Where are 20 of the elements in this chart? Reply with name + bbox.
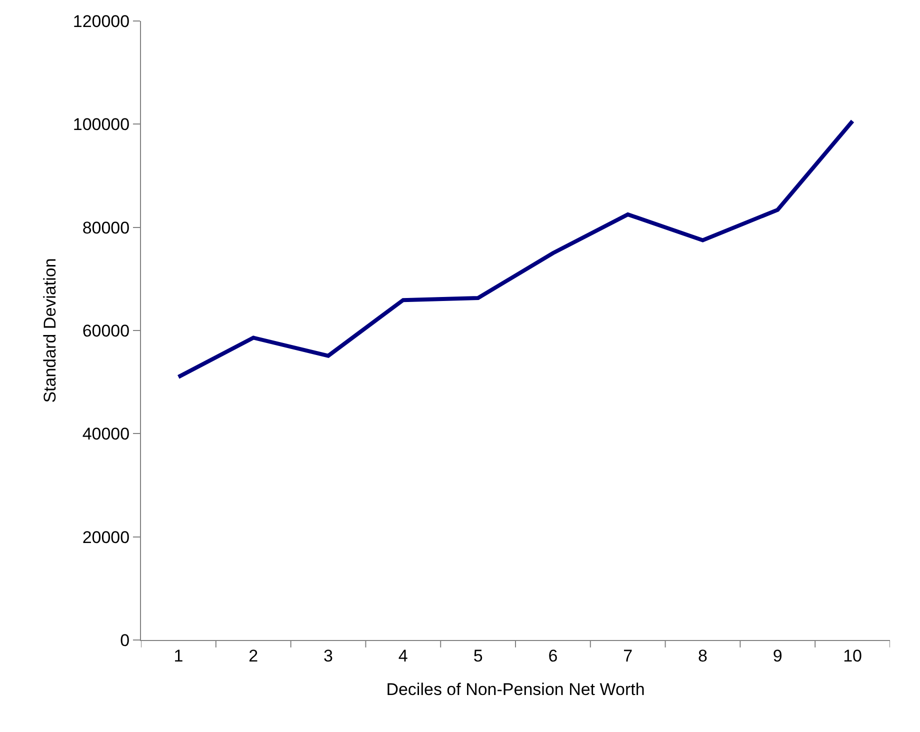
x-tick-label: 2	[248, 646, 258, 666]
line-series	[176, 119, 855, 379]
x-tick-label: 8	[698, 646, 708, 666]
y-tick-label: 0	[120, 630, 130, 650]
x-tick-label: 4	[398, 646, 408, 666]
x-tick-label: 7	[623, 646, 633, 666]
x-tick-label: 1	[174, 646, 184, 666]
x-tick-label: 9	[772, 646, 782, 666]
x-tick-label: 6	[548, 646, 558, 666]
x-tick-label: 10	[843, 646, 862, 666]
x-axis-title: Deciles of Non-Pension Net Worth	[386, 680, 645, 699]
y-tick-label: 60000	[82, 321, 130, 340]
y-tick-label: 80000	[82, 218, 130, 238]
y-tick-label: 20000	[82, 528, 130, 547]
y-tick-label: 120000	[72, 12, 130, 31]
y-tick-label: 100000	[72, 115, 130, 134]
x-tick-label: 5	[473, 646, 483, 666]
y-tick-label: 40000	[82, 424, 130, 444]
x-tick-label: 3	[324, 646, 333, 666]
y-axis-title: Standard Deviation	[40, 258, 60, 403]
